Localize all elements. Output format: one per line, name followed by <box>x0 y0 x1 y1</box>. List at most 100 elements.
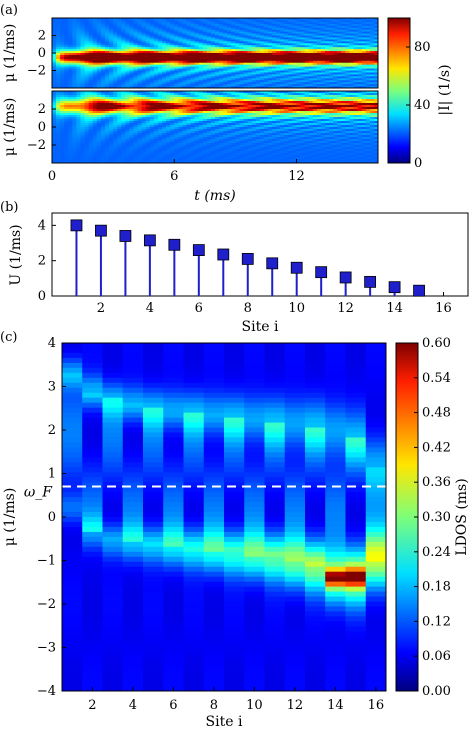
heat-cell <box>121 137 126 140</box>
heat-cell <box>84 103 90 106</box>
heat-cell <box>145 101 151 104</box>
heat-cell <box>206 91 212 94</box>
heat-cell <box>202 31 208 35</box>
heat-cell <box>84 149 90 152</box>
heat-cell <box>190 143 196 146</box>
heat-cell <box>109 145 114 148</box>
heat-cell <box>153 159 159 162</box>
heat-cell <box>149 139 155 142</box>
heat-cell <box>267 54 273 58</box>
heat-cell <box>80 113 86 116</box>
heat-cell <box>80 147 86 150</box>
heat-cell <box>117 41 122 44</box>
heat-cell <box>178 141 183 144</box>
heat-cell <box>162 60 167 64</box>
heat-cell <box>157 86 163 88</box>
heat-cell <box>60 97 65 100</box>
heat-cell <box>166 29 171 33</box>
heat-cell <box>276 121 281 124</box>
heat-cell <box>202 43 208 46</box>
heat-cell <box>284 74 289 77</box>
heat-cell <box>227 103 232 106</box>
heat-cell <box>263 143 269 146</box>
heat-cell <box>162 86 167 88</box>
heat-cell <box>190 147 196 150</box>
heat-cell <box>133 147 139 150</box>
heat-cell <box>239 51 245 54</box>
heat-cell <box>125 72 131 75</box>
heat-cell <box>263 72 269 75</box>
heat-cell <box>227 74 232 77</box>
heat-cell <box>64 143 69 146</box>
heat-cell <box>162 39 167 42</box>
heat-cell <box>157 157 163 160</box>
heat-cell <box>215 78 220 81</box>
heat-cell <box>194 60 200 64</box>
heat-cell <box>52 95 57 98</box>
heat-cell <box>345 45 351 48</box>
heat-cell <box>333 18 338 21</box>
heat-cell <box>235 123 241 126</box>
heat-cell <box>84 93 90 96</box>
heat-cell <box>202 27 208 31</box>
heat-cell <box>137 37 143 40</box>
heat-cell <box>129 145 135 148</box>
heat-cell <box>72 80 78 83</box>
heat-cell <box>141 143 147 146</box>
heat-cell <box>153 43 159 46</box>
heat-cell <box>251 135 257 138</box>
heat-cell <box>259 151 265 154</box>
heat-cell <box>353 62 359 66</box>
heat-cell <box>202 93 208 96</box>
heat-cell <box>329 39 334 42</box>
heat-cell <box>190 141 196 144</box>
heat-cell <box>223 84 228 87</box>
heat-cell <box>304 23 310 27</box>
heat-cell <box>219 33 224 37</box>
heat-cell <box>325 33 330 37</box>
heat-cell <box>312 58 318 62</box>
heat-cell <box>284 43 289 46</box>
heat-cell <box>149 45 155 48</box>
heat-cell <box>227 111 232 114</box>
heat-cell <box>267 159 273 162</box>
heat-cell <box>166 127 171 130</box>
heat-cell <box>280 123 285 126</box>
heat-cell <box>190 121 196 124</box>
heat-cell <box>64 41 69 44</box>
heat-cell <box>210 131 216 134</box>
heat-cell <box>129 47 135 50</box>
heat-cell <box>308 33 314 37</box>
heat-cell <box>210 111 216 114</box>
heat-cell <box>153 60 159 64</box>
heat-cell <box>296 74 302 77</box>
heat-cell <box>280 115 285 118</box>
heat-cell <box>182 109 188 112</box>
heat-cell <box>60 93 65 96</box>
heat-cell <box>104 95 110 98</box>
heat-cell <box>272 109 277 112</box>
heat-cell <box>96 23 102 27</box>
heat-cell <box>113 31 118 35</box>
heat-cell <box>68 23 73 27</box>
heat-cell <box>113 64 118 68</box>
heat-cell <box>137 137 143 140</box>
heat-cell <box>190 45 196 48</box>
heat-cell <box>129 82 135 85</box>
heat-cell <box>129 97 135 100</box>
heat-cell <box>182 39 188 42</box>
heat-cell <box>153 66 159 70</box>
heat-cell <box>92 157 98 160</box>
heat-cell <box>133 54 139 58</box>
heat-cell <box>284 47 289 50</box>
heat-cell <box>263 86 269 88</box>
heat-cell <box>133 53 139 56</box>
heat-cell <box>52 115 57 118</box>
heat-cell <box>280 105 285 108</box>
heat-cell <box>215 99 220 102</box>
heat-cell <box>92 53 98 56</box>
heat-cell <box>186 107 192 110</box>
heat-cell <box>186 161 192 163</box>
heat-cell <box>133 56 139 60</box>
heat-cell <box>202 129 208 132</box>
